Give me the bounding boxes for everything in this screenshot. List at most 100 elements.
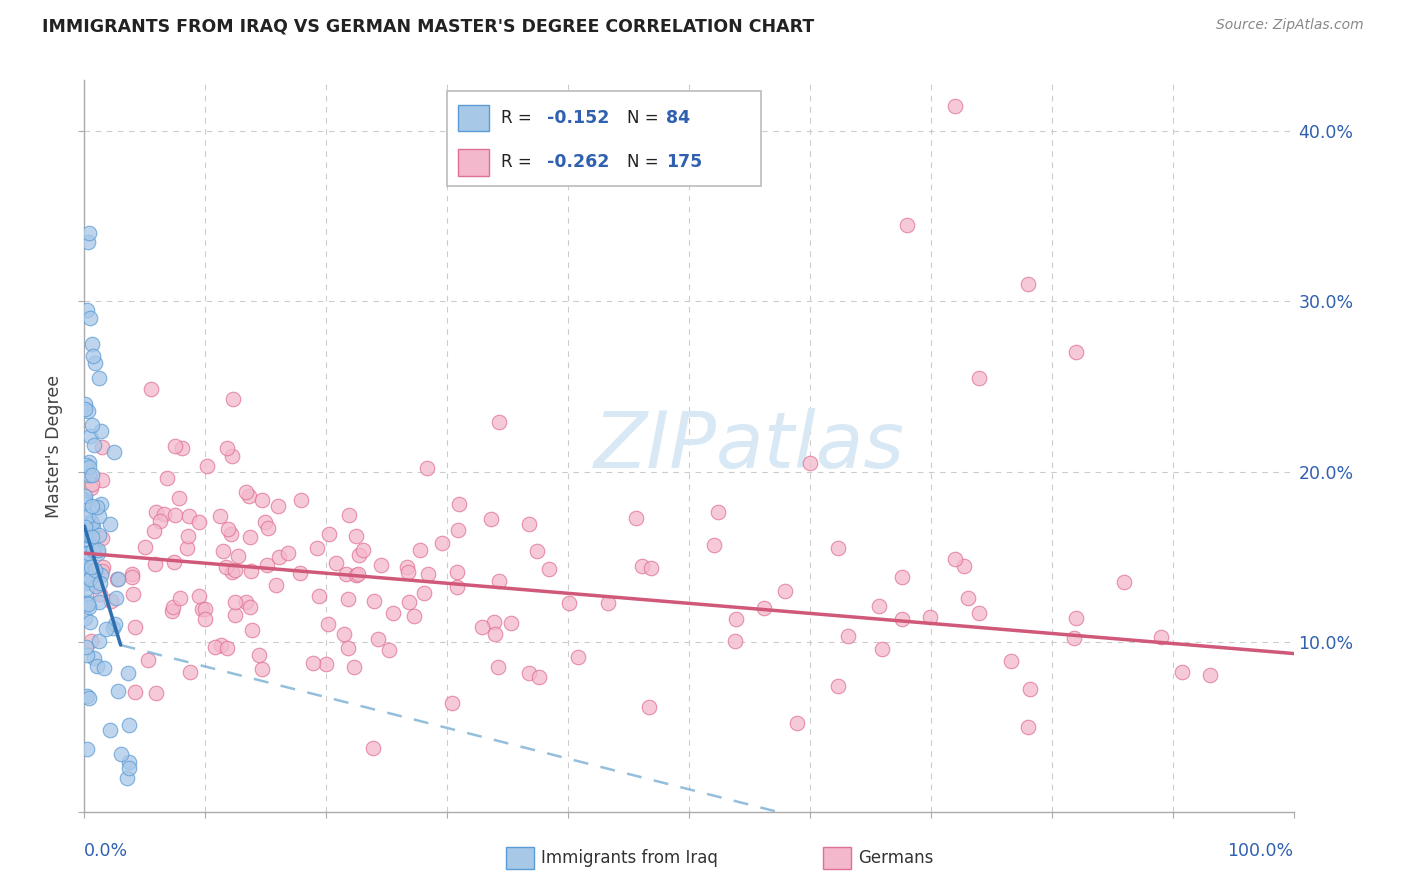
Point <box>526 544 548 558</box>
Point <box>318 527 340 541</box>
Point <box>82 467 104 482</box>
Point <box>179 665 201 679</box>
Point <box>188 590 211 604</box>
Point <box>80 514 103 528</box>
Text: 175: 175 <box>666 153 703 171</box>
Point <box>145 686 167 700</box>
Point <box>239 600 262 615</box>
Point <box>517 665 540 680</box>
Point <box>77 528 100 542</box>
Point <box>347 567 370 582</box>
Point <box>191 602 214 616</box>
Point <box>382 606 405 620</box>
Point <box>402 608 425 623</box>
Point <box>98 723 121 737</box>
Point <box>215 441 238 455</box>
Point <box>176 541 198 555</box>
Point <box>79 571 101 585</box>
Point <box>82 542 104 557</box>
Point <box>89 587 111 601</box>
Point <box>890 570 912 584</box>
Point <box>75 490 97 504</box>
Point <box>103 445 125 459</box>
Point <box>267 499 290 513</box>
Point <box>84 356 107 370</box>
Point <box>1017 721 1039 735</box>
Point <box>84 563 107 577</box>
Point <box>90 531 112 545</box>
Point <box>337 508 360 523</box>
Point <box>77 597 100 611</box>
Point <box>707 505 730 519</box>
Point <box>80 337 103 351</box>
Point <box>75 575 97 590</box>
Point <box>305 541 328 555</box>
Point <box>488 574 510 588</box>
Point <box>177 509 200 524</box>
Text: 84: 84 <box>666 109 690 127</box>
Point <box>76 595 98 609</box>
Point <box>76 648 98 663</box>
Point <box>155 471 177 485</box>
Point <box>1114 574 1136 589</box>
Point <box>117 771 139 785</box>
Point <box>75 495 97 509</box>
Point <box>290 492 312 507</box>
Point <box>484 615 506 630</box>
Point <box>449 497 471 511</box>
Point <box>136 653 159 667</box>
Point <box>337 592 360 607</box>
Point <box>335 566 357 581</box>
Point <box>110 747 132 761</box>
Point <box>153 507 176 521</box>
Point <box>90 425 112 439</box>
Point <box>143 557 166 571</box>
Point <box>1149 630 1171 644</box>
Point <box>117 756 139 770</box>
Point <box>269 550 291 565</box>
Point <box>87 595 110 609</box>
Point <box>446 565 468 579</box>
Point <box>432 535 454 549</box>
Point <box>77 600 100 615</box>
Point <box>91 559 114 574</box>
Point <box>101 621 124 635</box>
Point <box>80 559 103 574</box>
Point <box>367 632 389 646</box>
Point <box>344 567 367 582</box>
Point <box>105 572 128 586</box>
Point <box>222 392 245 407</box>
Point <box>256 521 278 535</box>
Point <box>349 548 371 562</box>
Point <box>1000 654 1022 668</box>
Point <box>117 761 139 775</box>
Point <box>79 429 101 443</box>
Point <box>221 526 243 541</box>
Point <box>250 493 273 508</box>
Point <box>325 556 347 570</box>
Point <box>967 371 990 385</box>
Point <box>75 582 97 597</box>
Point <box>240 564 263 578</box>
Point <box>868 599 890 614</box>
Point <box>567 650 589 665</box>
Point <box>352 542 374 557</box>
Text: 100.0%: 100.0% <box>1227 842 1294 861</box>
Point <box>73 548 96 562</box>
Point <box>82 477 104 491</box>
Point <box>76 574 98 588</box>
Point <box>969 606 991 620</box>
Point <box>1170 665 1192 680</box>
Point <box>416 567 439 582</box>
Point <box>91 564 114 578</box>
Point <box>264 577 287 591</box>
Point <box>107 684 129 698</box>
Point <box>86 500 108 514</box>
Point <box>221 449 243 463</box>
Point <box>224 595 246 609</box>
Point <box>1017 277 1039 292</box>
Point <box>87 634 110 648</box>
Point <box>121 587 143 601</box>
Point <box>827 679 849 693</box>
Point <box>333 627 356 641</box>
